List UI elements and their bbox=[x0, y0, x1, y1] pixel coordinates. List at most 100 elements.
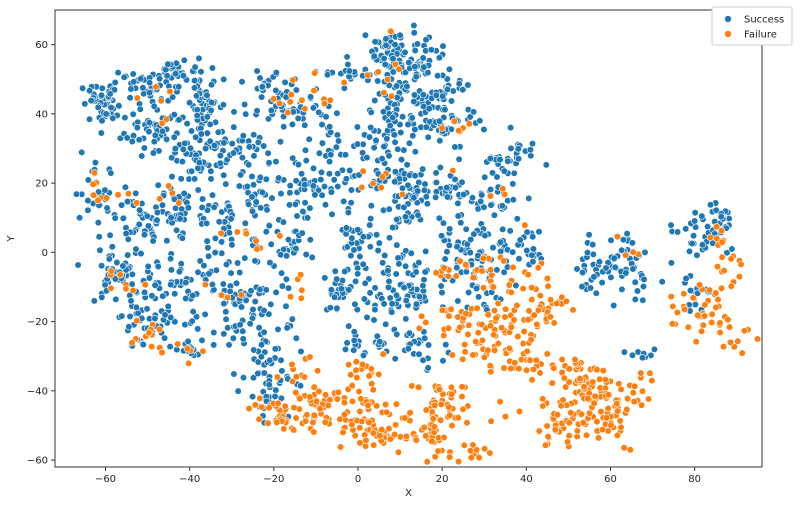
data-point-success bbox=[481, 232, 489, 240]
data-point-success bbox=[177, 175, 185, 183]
data-point-failure bbox=[546, 313, 555, 321]
data-point-failure bbox=[378, 173, 387, 181]
data-point-success bbox=[237, 171, 245, 179]
data-point-failure bbox=[412, 436, 420, 444]
data-point-failure bbox=[717, 284, 726, 293]
data-point-success bbox=[218, 249, 226, 257]
data-point-failure bbox=[544, 282, 552, 290]
data-point-failure bbox=[302, 417, 310, 425]
data-point-failure bbox=[630, 398, 638, 406]
data-point-success bbox=[272, 86, 280, 94]
data-point-success bbox=[275, 174, 283, 182]
data-point-success bbox=[460, 190, 468, 199]
data-point-failure bbox=[292, 389, 300, 397]
data-point-success bbox=[514, 155, 523, 163]
data-point-success bbox=[682, 274, 690, 283]
data-point-success bbox=[250, 152, 258, 160]
data-point-success bbox=[618, 285, 626, 294]
data-point-success bbox=[129, 70, 137, 78]
data-point-failure bbox=[535, 427, 543, 435]
data-point-failure bbox=[718, 238, 726, 246]
data-point-failure bbox=[365, 372, 373, 380]
data-point-success bbox=[470, 230, 478, 238]
data-point-success bbox=[248, 172, 256, 181]
data-point-success bbox=[388, 300, 396, 308]
data-point-failure bbox=[265, 404, 273, 412]
data-point-success bbox=[685, 247, 694, 255]
data-point-failure bbox=[462, 310, 470, 318]
data-point-success bbox=[237, 303, 246, 311]
data-point-success bbox=[130, 78, 138, 86]
data-point-success bbox=[415, 293, 424, 301]
data-point-failure bbox=[309, 418, 317, 427]
data-point-success bbox=[153, 208, 161, 217]
data-point-success bbox=[410, 91, 419, 99]
data-point-success bbox=[454, 297, 462, 305]
data-point-success bbox=[371, 306, 379, 314]
data-point-success bbox=[238, 78, 246, 86]
data-point-success bbox=[145, 128, 153, 136]
data-point-success bbox=[457, 219, 465, 227]
data-point-success bbox=[488, 169, 497, 177]
data-point-success bbox=[618, 246, 626, 254]
data-point-success bbox=[84, 197, 92, 205]
data-point-success bbox=[590, 273, 598, 281]
data-point-failure bbox=[415, 324, 423, 333]
data-point-success bbox=[585, 231, 593, 239]
data-point-success bbox=[129, 110, 137, 118]
data-point-success bbox=[379, 259, 387, 267]
data-point-failure bbox=[486, 322, 495, 330]
data-point-failure bbox=[303, 411, 311, 419]
data-point-failure bbox=[348, 421, 356, 429]
data-point-failure bbox=[604, 391, 613, 399]
data-point-failure bbox=[576, 375, 584, 383]
data-point-failure bbox=[242, 230, 250, 238]
data-point-failure bbox=[712, 223, 721, 231]
data-point-failure bbox=[434, 447, 442, 455]
data-point-success bbox=[260, 328, 268, 336]
data-point-success bbox=[258, 83, 266, 91]
data-point-success bbox=[207, 175, 215, 183]
data-point-success bbox=[304, 214, 312, 222]
data-point-success bbox=[404, 120, 412, 129]
data-point-success bbox=[222, 260, 231, 269]
data-point-failure bbox=[565, 378, 573, 386]
data-point-success bbox=[382, 41, 390, 50]
data-point-failure bbox=[358, 360, 367, 369]
data-point-failure bbox=[128, 339, 136, 347]
data-point-success bbox=[493, 266, 501, 274]
data-point-success bbox=[423, 200, 432, 208]
data-point-failure bbox=[422, 432, 430, 440]
data-point-success bbox=[208, 98, 216, 107]
data-point-failure bbox=[598, 426, 607, 434]
data-point-failure bbox=[166, 87, 174, 96]
data-point-success bbox=[181, 139, 189, 147]
data-point-failure bbox=[251, 401, 259, 409]
data-point-failure bbox=[547, 296, 555, 304]
data-point-failure bbox=[255, 415, 263, 423]
data-point-success bbox=[372, 136, 380, 144]
data-point-success bbox=[148, 292, 156, 300]
data-point-success bbox=[331, 293, 339, 301]
data-point-success bbox=[265, 222, 273, 230]
data-point-success bbox=[277, 356, 285, 364]
data-point-success bbox=[443, 248, 451, 256]
data-point-success bbox=[723, 249, 731, 257]
series-failure bbox=[89, 27, 762, 466]
data-point-success bbox=[272, 158, 280, 166]
data-point-success bbox=[264, 115, 273, 123]
data-point-failure bbox=[107, 267, 115, 275]
data-point-failure bbox=[102, 194, 111, 202]
data-point-success bbox=[451, 184, 460, 192]
data-point-success bbox=[529, 258, 537, 266]
data-point-failure bbox=[450, 117, 459, 125]
data-point-failure bbox=[719, 343, 728, 351]
data-point-success bbox=[345, 322, 353, 330]
data-point-success bbox=[245, 200, 253, 208]
data-point-failure bbox=[667, 293, 675, 301]
data-point-success bbox=[309, 164, 318, 172]
data-point-success bbox=[432, 178, 441, 187]
data-point-success bbox=[453, 264, 461, 272]
data-point-success bbox=[75, 214, 84, 222]
data-point-success bbox=[230, 123, 238, 131]
